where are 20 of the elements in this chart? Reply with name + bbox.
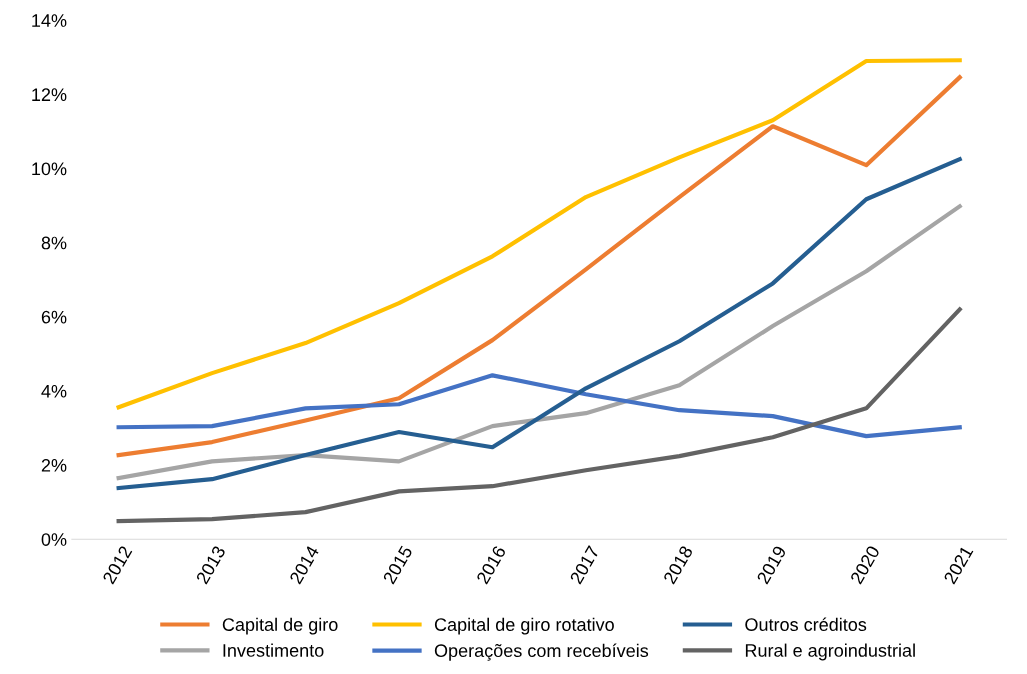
line-series [116, 204, 962, 481]
legend-label: Capital de giro [222, 617, 338, 635]
line-series [116, 307, 962, 524]
y-tick-label: 6% [41, 310, 67, 324]
legend-label: Operações com recebíveis [434, 643, 649, 661]
line-series [116, 58, 962, 410]
line-series [116, 373, 962, 439]
y-tick-label: 2% [41, 458, 67, 472]
legend-label: Outros créditos [745, 617, 867, 631]
y-tick-label: 8% [41, 236, 67, 250]
y-tick-label: 12% [32, 88, 67, 102]
y-tick-label: 14% [32, 14, 67, 27]
y-tick-label: 4% [41, 384, 67, 398]
legend-label: Capital de giro rotativo [434, 617, 614, 635]
line-series [116, 75, 962, 458]
line-series [116, 157, 962, 491]
legend-label: Rural e agroindustrial [745, 643, 915, 661]
y-tick-label: 10% [32, 162, 67, 176]
y-tick-label: 0% [41, 533, 67, 546]
legend-label: Investimento [223, 643, 324, 657]
